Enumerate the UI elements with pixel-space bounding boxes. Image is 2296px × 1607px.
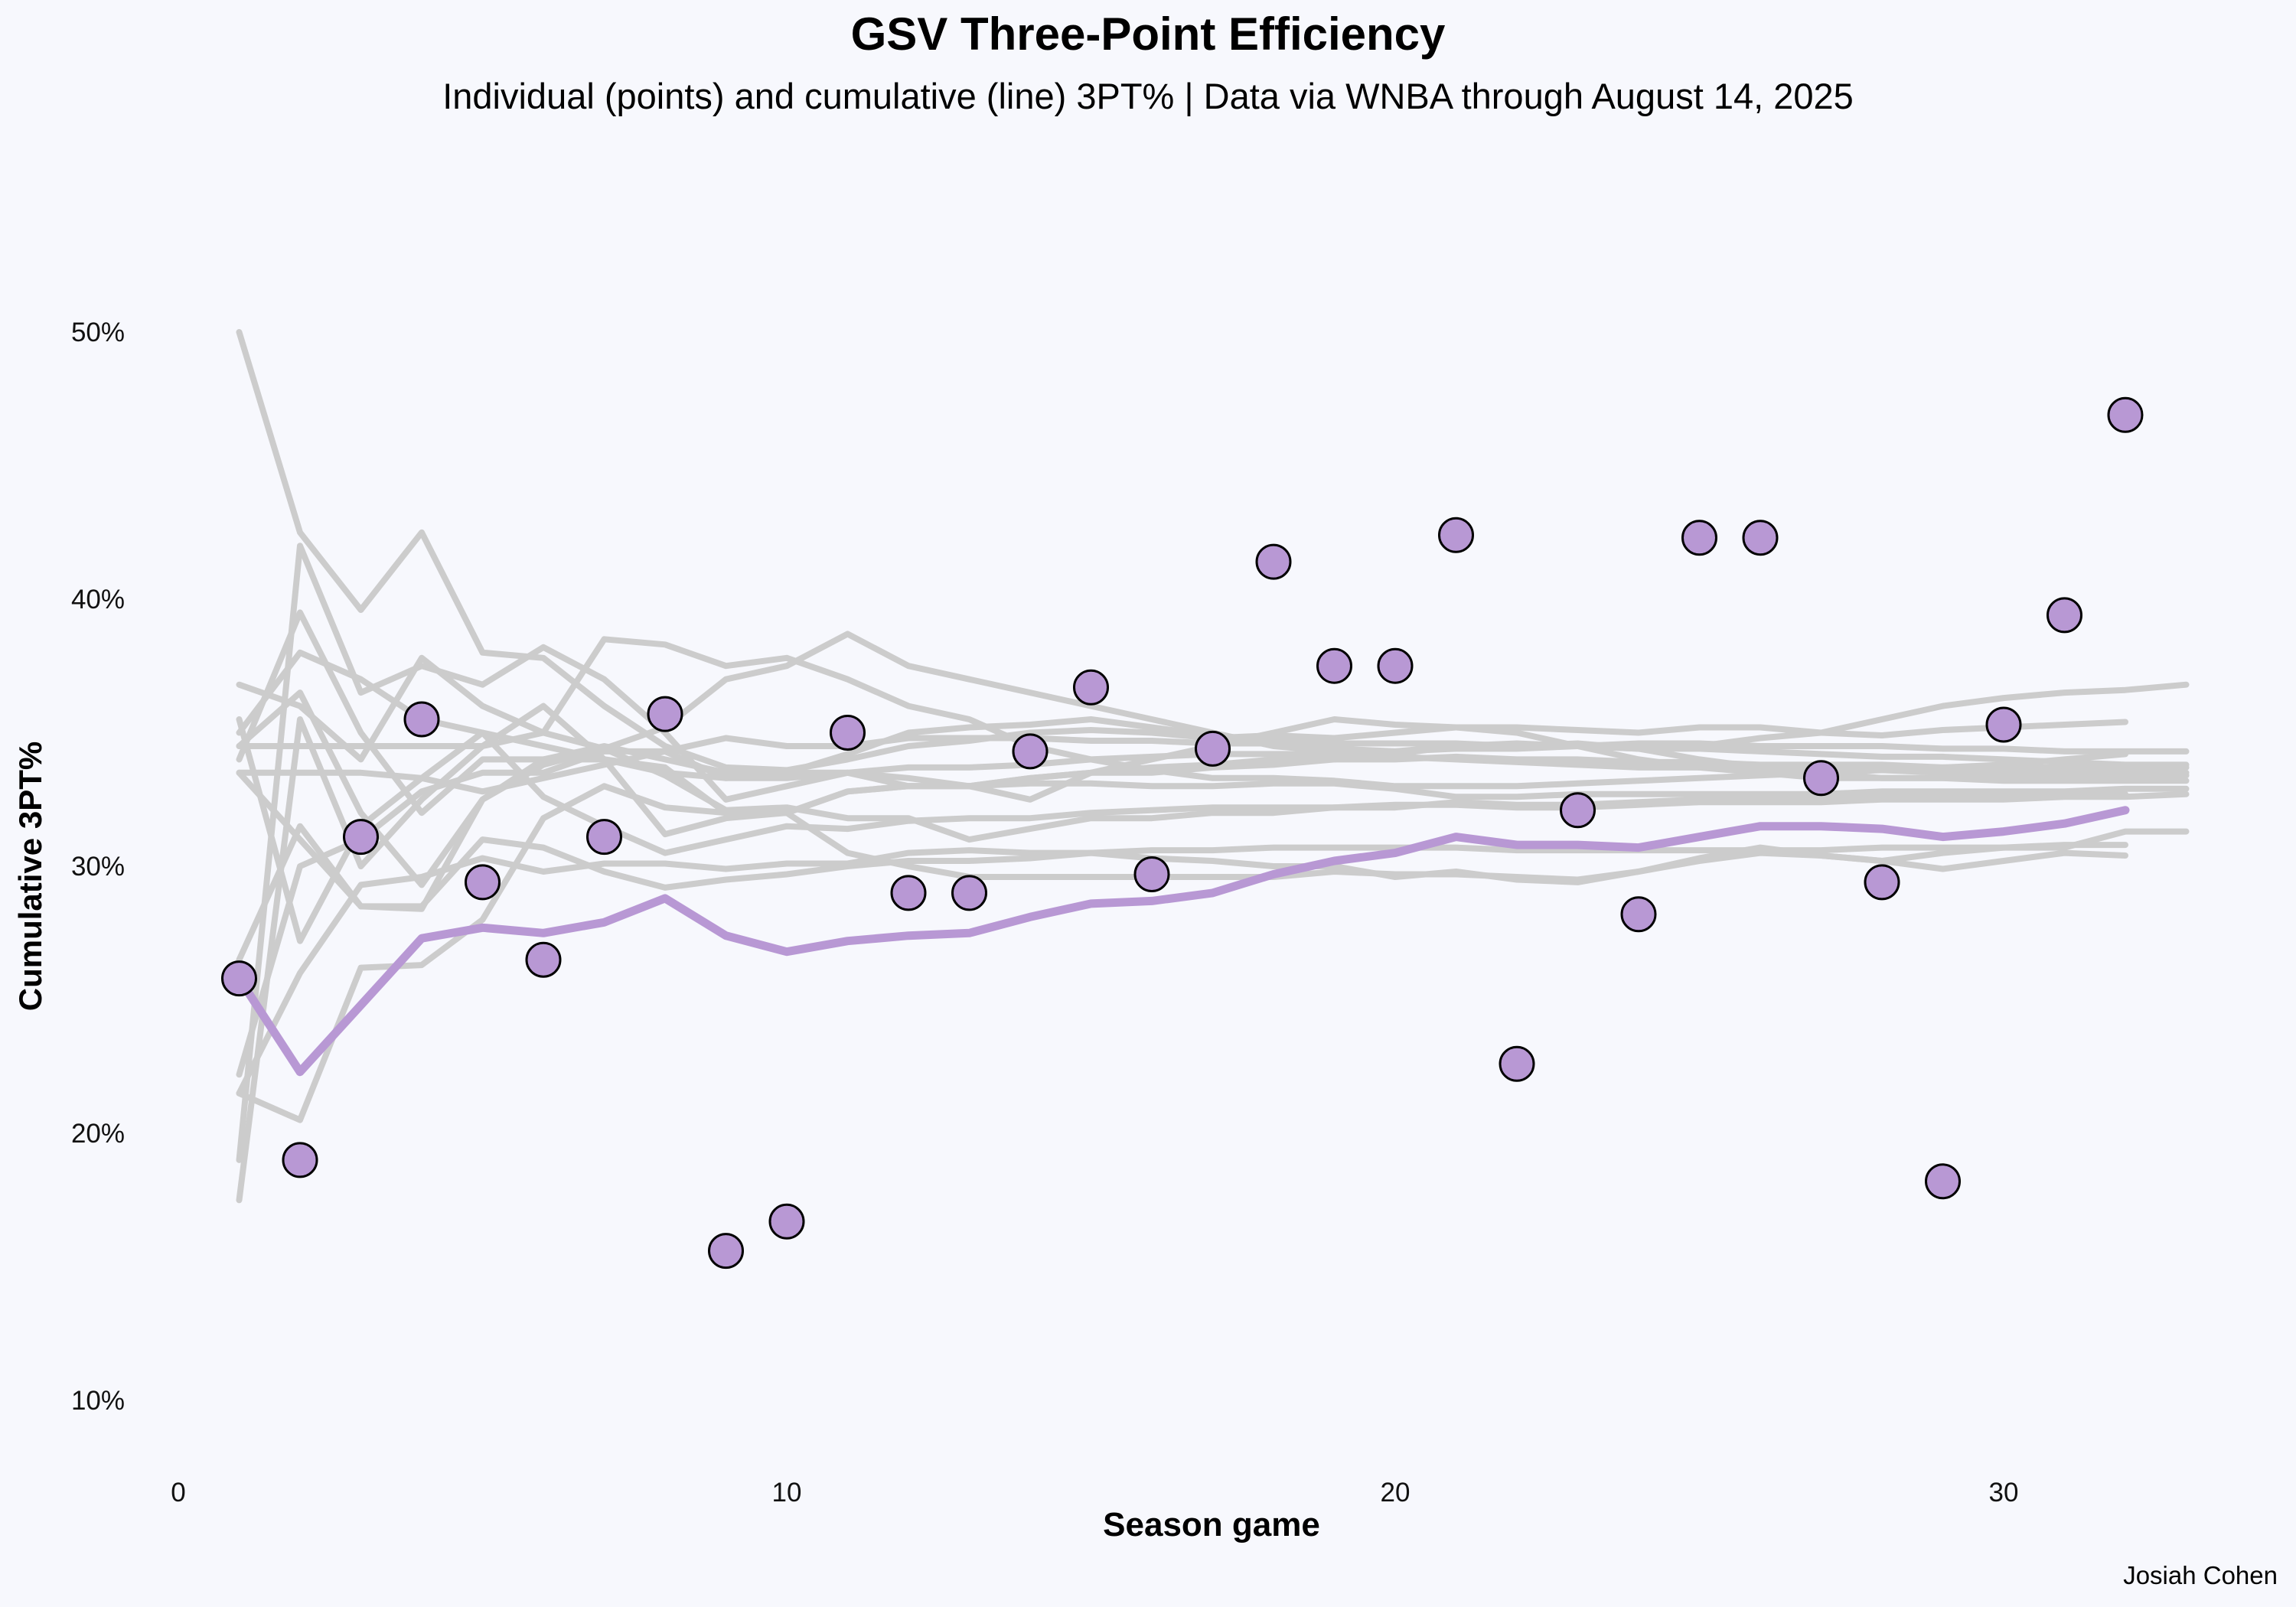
game-point-8	[647, 696, 683, 732]
y-tick-label: 30%	[71, 852, 125, 882]
game-point-18	[1255, 543, 1292, 580]
author-credit: Josiah Cohen	[2123, 1561, 2278, 1589]
game-point-13	[951, 875, 987, 911]
game-point-24	[1620, 896, 1657, 933]
game-point-9	[708, 1233, 744, 1270]
game-point-7	[586, 819, 622, 856]
game-point-16	[1133, 856, 1170, 892]
other-team-line-15	[236, 847, 2128, 1097]
game-point-19	[1316, 647, 1352, 684]
game-point-21	[1438, 517, 1474, 553]
y-tick-label: 10%	[71, 1386, 125, 1416]
game-point-17	[1195, 730, 1231, 767]
game-point-15	[1073, 669, 1109, 706]
game-point-30	[1985, 706, 2022, 743]
x-axis-label: Season game	[1103, 1506, 1320, 1543]
x-tick-label: 20	[1381, 1478, 1411, 1508]
other-team-line-12	[236, 823, 2128, 963]
game-point-32	[2107, 396, 2144, 433]
chart-title: GSV Three-Point Efficiency	[850, 8, 1446, 60]
game-point-26	[1742, 520, 1779, 556]
game-point-29	[1925, 1163, 1961, 1200]
other-team-line-13	[236, 729, 2128, 843]
game-point-10	[768, 1203, 805, 1240]
game-point-22	[1499, 1045, 1535, 1082]
game-point-31	[2047, 597, 2082, 634]
game-point-23	[1560, 792, 1596, 829]
y-tick-label: 20%	[71, 1119, 125, 1149]
chart-subtitle: Individual (points) and cumulative (line…	[442, 76, 1854, 116]
game-point-25	[1681, 520, 1717, 556]
x-tick-label: 30	[1989, 1478, 2019, 1508]
other-team-line-1	[236, 329, 2128, 774]
game-point-11	[830, 715, 866, 751]
game-point-2	[282, 1142, 318, 1178]
x-axis-ticks: 0 10 20 30	[171, 1478, 2018, 1508]
game-point-4	[403, 701, 440, 738]
game-point-12	[890, 875, 927, 911]
y-tick-label: 40%	[71, 585, 125, 614]
highlight-team-line	[235, 806, 2130, 1077]
game-points	[221, 396, 2144, 1270]
game-point-3	[343, 819, 379, 856]
game-point-14	[1012, 733, 1049, 770]
game-point-1	[221, 960, 257, 997]
x-tick-label: 10	[772, 1478, 802, 1508]
game-point-6	[525, 941, 562, 978]
gsv-cumulative-line	[235, 806, 2130, 1077]
y-axis-ticks: 10% 20% 30% 40% 50%	[71, 318, 125, 1416]
other-team-line-10	[236, 702, 2190, 1204]
game-point-27	[1803, 760, 1839, 797]
x-tick-label: 0	[171, 1478, 185, 1508]
game-point-28	[1864, 864, 1900, 901]
game-point-5	[465, 864, 501, 901]
y-tick-label: 50%	[71, 318, 125, 347]
game-point-20	[1377, 647, 1414, 684]
